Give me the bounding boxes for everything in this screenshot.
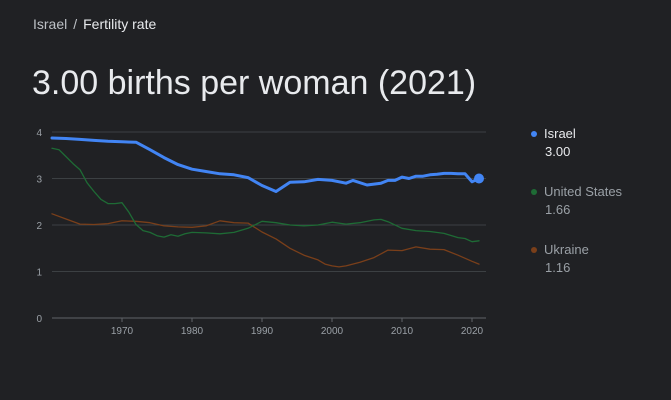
legend-value: 1.16 — [545, 260, 571, 275]
breadcrumb-separator: / — [73, 16, 78, 32]
legend-value: 1.66 — [545, 202, 571, 217]
series-endpoint-israel — [474, 173, 484, 184]
series-line-united-states — [51, 147, 480, 243]
legend-name: United States — [544, 184, 623, 199]
legend-dot-united-states — [531, 188, 537, 195]
y-tick-label: 0 — [36, 314, 42, 325]
x-tick-label: 2000 — [321, 326, 344, 337]
legend-value: 3.00 — [545, 144, 571, 159]
legend-dot-israel — [531, 130, 537, 137]
legend-item-ukraine[interactable]: Ukraine 1.16 — [531, 242, 589, 275]
x-tick-label: 1970 — [111, 326, 134, 337]
breadcrumb-current: Fertility rate — [83, 16, 157, 32]
legend-item-israel[interactable]: Israel 3.00 — [531, 126, 576, 159]
x-tick-label: 2020 — [461, 326, 484, 337]
breadcrumb: Israel / Fertility rate — [33, 16, 156, 32]
legend-dot-ukraine — [531, 246, 537, 253]
y-tick-label: 4 — [36, 128, 42, 139]
y-tick-label: 2 — [36, 221, 42, 232]
breadcrumb-country[interactable]: Israel — [33, 16, 68, 32]
series-line-israel — [50, 136, 481, 193]
legend-name: Ukraine — [544, 242, 589, 257]
legend-name: Israel — [544, 126, 576, 141]
series-line-ukraine — [51, 213, 480, 268]
legend-item-united-states[interactable]: United States 1.66 — [531, 184, 622, 217]
x-tick-label: 1990 — [251, 326, 274, 337]
page-title: 3.00 births per woman (2021) — [32, 64, 477, 102]
x-tick-label: 1980 — [181, 326, 204, 337]
y-tick-label: 3 — [36, 175, 42, 186]
y-tick-label: 1 — [36, 268, 42, 279]
x-tick-label: 2010 — [391, 326, 414, 337]
